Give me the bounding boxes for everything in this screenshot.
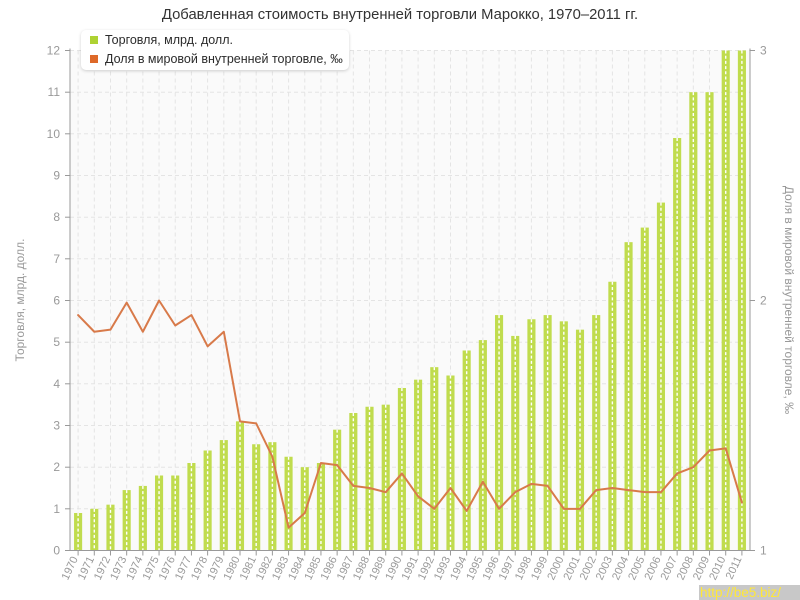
svg-text:2: 2 — [53, 460, 60, 474]
svg-text:4: 4 — [53, 377, 60, 391]
svg-text:10: 10 — [47, 127, 61, 141]
svg-text:8: 8 — [53, 210, 60, 224]
svg-text:5: 5 — [53, 335, 60, 349]
svg-text:9: 9 — [53, 169, 60, 183]
svg-text:0: 0 — [53, 544, 60, 558]
svg-text:3: 3 — [760, 44, 767, 58]
svg-text:11: 11 — [48, 85, 61, 99]
svg-text:12: 12 — [47, 44, 61, 58]
svg-text:7: 7 — [53, 252, 60, 266]
svg-text:3: 3 — [53, 419, 60, 433]
svg-text:1: 1 — [760, 544, 767, 558]
svg-text:2: 2 — [760, 294, 767, 308]
svg-text:2011: 2011 — [724, 555, 745, 582]
svg-text:1: 1 — [53, 502, 60, 516]
svg-text:6: 6 — [53, 294, 60, 308]
